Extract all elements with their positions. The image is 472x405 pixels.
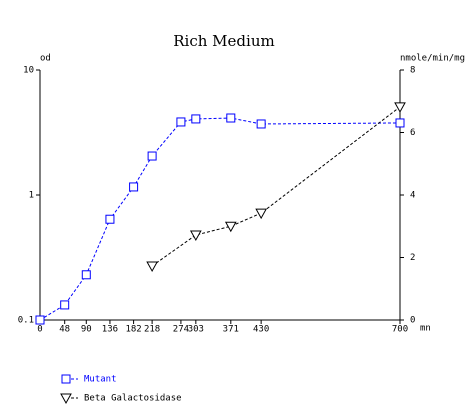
x-tick-label: 371 (223, 325, 239, 335)
x-tick-label: 303 (188, 325, 204, 335)
data-point (394, 102, 406, 113)
x-tick-label: 700 (392, 325, 408, 335)
y2-tick-label: 6 (410, 128, 415, 138)
series-line (151, 106, 401, 267)
y2-axis-label: nmole/min/mg (400, 54, 465, 64)
y-tick-label: 1 (29, 191, 34, 201)
x-tick-label: 48 (59, 325, 70, 335)
data-point (395, 118, 405, 128)
data-point (226, 113, 236, 123)
chart-title: Rich Medium (173, 32, 274, 50)
x-tick-label: 274 (173, 325, 189, 335)
y2-tick-label: 2 (410, 253, 415, 263)
data-point (146, 261, 158, 272)
data-point (60, 300, 70, 310)
data-point (81, 270, 91, 280)
x-axis-label: mn (420, 324, 431, 334)
legend-label: Mutant (84, 375, 117, 385)
data-point (105, 214, 115, 224)
series-line (39, 117, 401, 321)
x-tick-label: 136 (102, 325, 118, 335)
data-point (255, 208, 267, 220)
x-tick-label: 430 (253, 325, 269, 335)
y2-tick-label: 4 (410, 191, 415, 201)
data-point (224, 221, 237, 233)
y-axis-label: od (40, 54, 51, 64)
y-tick-label: 0.1 (18, 316, 34, 326)
data-point (35, 315, 45, 325)
data-point (189, 230, 202, 242)
data-point (129, 182, 139, 192)
data-point (256, 119, 266, 129)
x-tick-label: 0 (37, 325, 42, 335)
legend-marker (60, 393, 72, 405)
y-tick-label: 10 (23, 66, 34, 76)
x-tick-label: 218 (144, 325, 160, 335)
y2-tick-label: 0 (410, 316, 415, 326)
legend-marker (61, 374, 71, 384)
data-point (191, 114, 201, 124)
data-point (176, 117, 186, 127)
legend-label: Beta Galactosidase (84, 394, 182, 404)
y2-tick-label: 8 (410, 66, 415, 76)
data-point (147, 151, 157, 161)
x-tick-label: 182 (125, 325, 141, 335)
x-tick-label: 90 (81, 325, 92, 335)
